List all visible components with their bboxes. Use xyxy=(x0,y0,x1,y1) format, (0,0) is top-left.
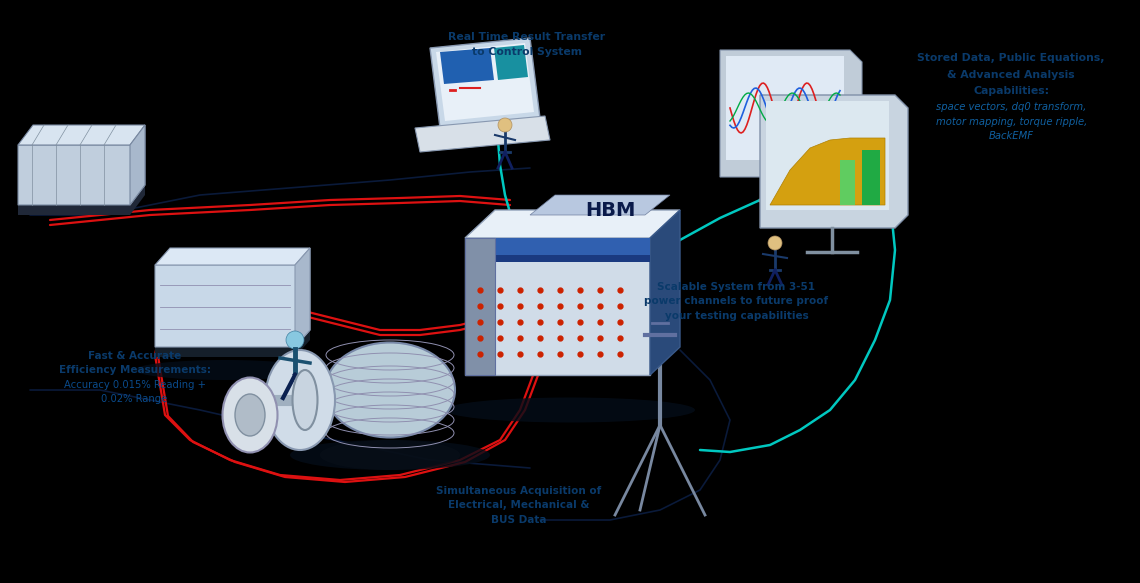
Polygon shape xyxy=(18,125,145,145)
Ellipse shape xyxy=(290,440,490,470)
Polygon shape xyxy=(465,255,650,262)
Polygon shape xyxy=(18,125,145,205)
Text: HBM: HBM xyxy=(585,201,635,220)
Polygon shape xyxy=(440,48,494,84)
Text: Fast & Accurate: Fast & Accurate xyxy=(88,350,181,361)
Polygon shape xyxy=(155,248,310,265)
Text: Capabilities:: Capabilities: xyxy=(974,86,1049,96)
Ellipse shape xyxy=(135,360,315,380)
Bar xyxy=(862,150,880,205)
Ellipse shape xyxy=(264,350,335,450)
Text: to Control System: to Control System xyxy=(472,47,581,58)
Text: 0.02% Range: 0.02% Range xyxy=(101,394,168,405)
Text: BUS Data: BUS Data xyxy=(491,515,546,525)
Polygon shape xyxy=(465,238,650,255)
Polygon shape xyxy=(295,248,310,347)
Polygon shape xyxy=(760,95,907,228)
Text: Simultaneous Acquisition of: Simultaneous Acquisition of xyxy=(437,486,601,496)
Text: Real Time Result Transfer: Real Time Result Transfer xyxy=(448,32,605,43)
Text: power channels to future proof: power channels to future proof xyxy=(644,296,829,307)
Text: motor mapping, torque ripple,: motor mapping, torque ripple, xyxy=(936,117,1086,127)
Polygon shape xyxy=(465,210,679,238)
Ellipse shape xyxy=(445,398,695,423)
Polygon shape xyxy=(494,45,528,80)
Polygon shape xyxy=(465,238,495,375)
Ellipse shape xyxy=(325,342,455,437)
Ellipse shape xyxy=(320,440,461,470)
Polygon shape xyxy=(435,43,534,121)
Bar xyxy=(840,160,855,205)
Polygon shape xyxy=(415,116,549,152)
Text: Electrical, Mechanical &: Electrical, Mechanical & xyxy=(448,500,589,511)
Polygon shape xyxy=(430,38,540,128)
Polygon shape xyxy=(770,138,885,205)
Circle shape xyxy=(498,118,512,132)
Circle shape xyxy=(286,331,304,349)
Polygon shape xyxy=(155,330,310,357)
Text: Scalable System from 3-51: Scalable System from 3-51 xyxy=(658,282,815,292)
Text: your testing capabilities: your testing capabilities xyxy=(665,311,808,321)
Polygon shape xyxy=(465,238,650,375)
Polygon shape xyxy=(650,210,679,375)
Ellipse shape xyxy=(235,394,264,436)
Text: Stored Data, Public Equations,: Stored Data, Public Equations, xyxy=(918,53,1105,64)
Text: & Advanced Analysis: & Advanced Analysis xyxy=(947,69,1075,80)
Ellipse shape xyxy=(293,370,318,430)
Polygon shape xyxy=(726,56,844,160)
Polygon shape xyxy=(530,195,670,215)
Text: BackEMF: BackEMF xyxy=(988,131,1034,142)
Polygon shape xyxy=(766,101,889,210)
Polygon shape xyxy=(155,248,310,347)
Polygon shape xyxy=(130,125,145,205)
Text: Efficiency Measurements:: Efficiency Measurements: xyxy=(58,365,211,375)
Text: Accuracy 0.015% Reading +: Accuracy 0.015% Reading + xyxy=(64,380,205,390)
Circle shape xyxy=(768,236,782,250)
Polygon shape xyxy=(720,50,862,177)
Text: space vectors, dq0 transform,: space vectors, dq0 transform, xyxy=(936,102,1086,113)
Ellipse shape xyxy=(222,378,277,452)
Polygon shape xyxy=(18,185,145,215)
